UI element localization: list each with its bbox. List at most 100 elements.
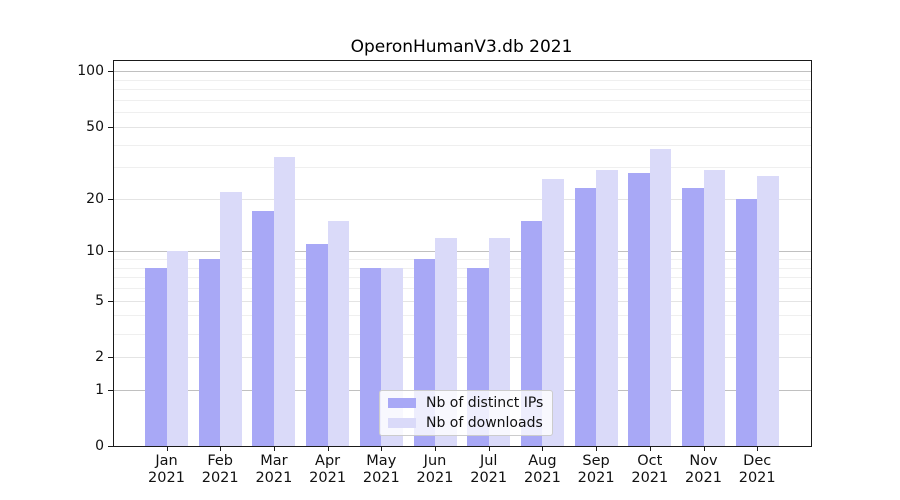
x-tick-label-year: 2021 — [255, 469, 293, 486]
x-tick — [488, 446, 490, 451]
x-tick — [435, 446, 436, 451]
y-tick — [108, 198, 113, 200]
y-tick-label: 5 — [95, 292, 104, 309]
bar-downloads-aug — [542, 178, 564, 446]
plot-area: 100 50 20 10 5 2 1 0 Jan 2021 Feb 2021 Mar 2021 Apr 20… — [77, 60, 812, 486]
x-tick-label-year: 2021 — [738, 469, 776, 486]
chart-title: OperonHumanV3.db 2021 — [350, 37, 573, 57]
x-tick-label-year: 2021 — [416, 469, 454, 486]
x-tick-label-month: Dec — [743, 453, 772, 469]
bar-downloads-dec — [757, 175, 779, 446]
gridline-minor — [114, 333, 811, 335]
gridline-minor — [114, 259, 811, 261]
x-tick — [596, 446, 598, 451]
legend-swatch-downloads — [388, 418, 416, 428]
bar-ips-nov — [682, 188, 704, 446]
x-tick — [381, 446, 383, 451]
bar-ips-feb — [198, 259, 221, 446]
x-tick-label-month: Mar — [260, 453, 288, 469]
bar-downloads-apr — [327, 221, 350, 446]
gridline-minor — [114, 167, 811, 169]
x-tick-label-month: Jun — [423, 453, 447, 469]
x-tick-label-year: 2021 — [685, 469, 722, 486]
gridline-major — [114, 71, 811, 73]
x-tick-label: Jun 2021 — [407, 453, 463, 486]
x-axis: Jan 2021 Feb 2021 Mar 2021 Apr 2021 May 2021 Jun 20… — [114, 61, 811, 486]
y-tick — [108, 126, 113, 128]
x-tick — [757, 446, 759, 451]
y-tick-label: 50 — [86, 118, 104, 135]
x-tick-label-year: 2021 — [362, 469, 400, 486]
bar-downloads-mar — [273, 157, 296, 446]
legend-label-downloads: Nb of downloads — [426, 415, 543, 431]
x-tick-label-year: 2021 — [201, 469, 239, 486]
x-tick-label-month: Aug — [528, 453, 557, 469]
bar-downloads-jan — [166, 251, 188, 446]
bar-ips-jan — [145, 267, 167, 446]
x-tick-label-month: Jul — [479, 453, 498, 469]
x-tick-label: Apr 2021 — [300, 453, 356, 486]
gridline-minor — [114, 277, 811, 279]
bar-downloads-oct — [649, 148, 672, 446]
y-tick-label: 1 — [95, 381, 104, 398]
x-tick-label-month: Jan — [155, 453, 178, 469]
x-tick — [220, 446, 222, 451]
bar-ips-aug — [520, 221, 543, 446]
x-tick-label: May 2021 — [353, 453, 409, 486]
legend-item-distinct-ips: Nb of distinct IPs — [388, 395, 543, 411]
y-tick — [108, 389, 113, 391]
gridline-minor — [114, 100, 811, 102]
y-tick-label: 2 — [95, 348, 104, 365]
gridline-minor — [114, 315, 811, 317]
x-tick-label-year: 2021 — [309, 469, 347, 486]
legend-swatch-ips — [388, 398, 416, 408]
y-tick — [108, 71, 113, 73]
x-tick-label: Jul 2021 — [461, 453, 517, 486]
gridline-minor — [114, 267, 811, 269]
y-axis: 100 50 20 10 5 2 1 0 — [77, 61, 811, 454]
x-tick — [703, 446, 705, 451]
y-tick — [108, 356, 113, 358]
legend-item-downloads: Nb of downloads — [388, 415, 543, 431]
y-tick — [108, 300, 113, 302]
x-tick-label-month: Oct — [637, 453, 663, 469]
gridline-minor — [114, 79, 811, 81]
x-tick-label: Feb 2021 — [192, 453, 248, 486]
x-tick-label-month: Nov — [689, 453, 718, 469]
x-tick-label: Mar 2021 — [246, 453, 302, 486]
x-tick — [166, 446, 168, 451]
bar-ips-mar — [252, 211, 274, 446]
y-tick-label: 0 — [95, 438, 104, 454]
x-tick-label-year: 2021 — [148, 469, 185, 486]
bar-ips-oct — [628, 172, 650, 446]
bar-ips-may — [359, 267, 382, 446]
gridline-minor — [114, 144, 811, 146]
x-tick-label: Jan 2021 — [139, 453, 195, 486]
legend: Nb of distinct IPs Nb of downloads — [379, 390, 554, 436]
bar-ips-sep — [574, 188, 597, 446]
y-tick — [108, 251, 113, 253]
x-tick — [542, 446, 544, 451]
x-tick-label-year: 2021 — [523, 469, 561, 486]
y-tick-label: 100 — [77, 63, 104, 80]
y-tick-label: 10 — [86, 243, 104, 260]
gridline — [114, 126, 811, 128]
bar-downloads-nov — [703, 169, 725, 446]
x-tick-label: Sep 2021 — [568, 453, 624, 486]
bar-downloads-sep — [596, 169, 618, 446]
x-tick-label-month: Apr — [315, 453, 341, 469]
x-tick-label: Nov 2021 — [676, 453, 732, 486]
y-tick — [108, 446, 113, 447]
x-tick-label-month: Feb — [207, 453, 234, 469]
gridline-minor — [114, 288, 811, 290]
x-tick — [273, 446, 275, 451]
x-tick-label-year: 2021 — [631, 469, 669, 486]
legend-label-distinct-ips: Nb of distinct IPs — [426, 395, 544, 411]
gridline — [114, 356, 811, 358]
bar-downloads-feb — [220, 191, 242, 446]
x-tick-label-month: May — [366, 453, 397, 469]
x-tick-label-year: 2021 — [577, 469, 615, 486]
x-tick — [649, 446, 651, 451]
gridline — [114, 198, 811, 200]
gridline-major — [114, 251, 811, 253]
